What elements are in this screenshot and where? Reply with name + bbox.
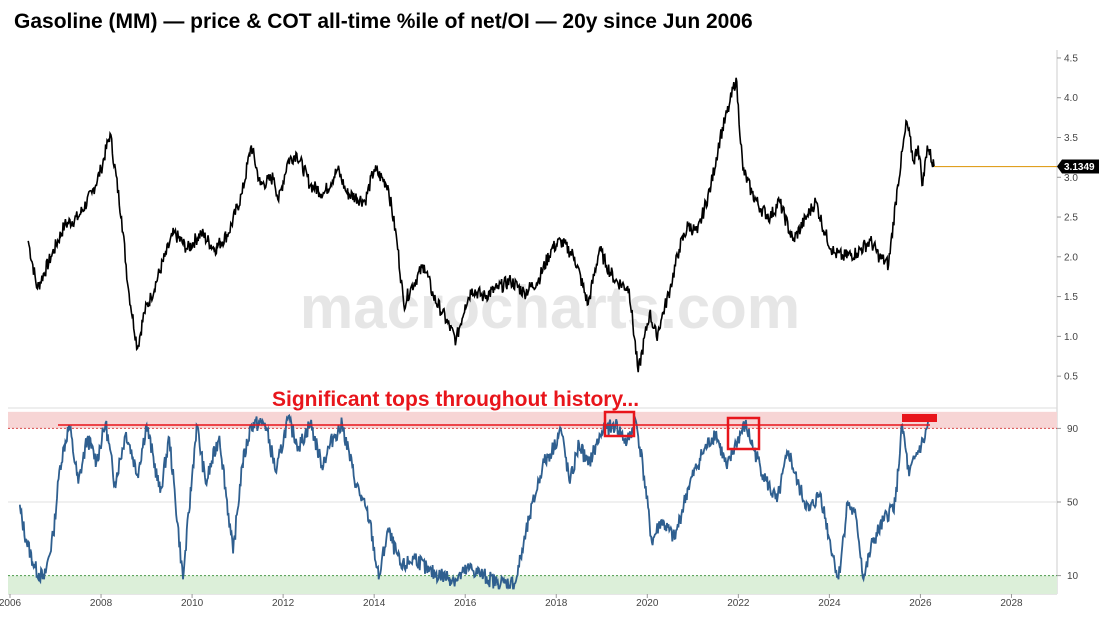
year-tick-label: 2008 (90, 598, 113, 609)
year-tick-label: 2006 (0, 598, 22, 609)
year-tick-label: 2028 (1000, 598, 1023, 609)
cot-tick-label: 90 (1067, 424, 1079, 435)
watermark-text: macrocharts.com (300, 274, 800, 341)
highlight-box-2019 (603, 410, 636, 438)
year-tick-label: 2018 (545, 598, 568, 609)
price-tick-label: 2.0 (1064, 252, 1078, 263)
year-tick-label: 2026 (909, 598, 932, 609)
cot-axis-ticks: 10 50 90 (1057, 424, 1079, 582)
cot-tick-label: 50 (1067, 498, 1079, 509)
price-tick-label: 0.5 (1064, 372, 1078, 383)
last-value-tag (1057, 159, 1099, 174)
price-axis-ticks: 0.5 1.0 1.5 2.0 2.5 3.0 3.5 4.0 4.5 (1057, 53, 1078, 383)
price-tick-label: 2.5 (1064, 213, 1078, 224)
price-tick-label: 3.5 (1064, 133, 1078, 144)
price-tick-label: 3.0 (1064, 173, 1078, 184)
year-tick-label: 2010 (181, 598, 204, 609)
year-tick-label: 2022 (727, 598, 750, 609)
highlight-box-2022 (726, 416, 761, 451)
price-series-line (27, 77, 935, 373)
year-tick-label: 2020 (636, 598, 659, 609)
year-axis-ticks: 2006 2008 2010 2012 2014 2016 2018 2020 2022 2024… (0, 594, 1023, 609)
year-tick-label: 2024 (818, 598, 841, 609)
price-tick-label: 4.0 (1064, 93, 1078, 104)
page-title: Gasoline (MM) — price & COT all-time %il… (14, 10, 753, 33)
price-tick-label: 1.5 (1064, 292, 1078, 303)
annotation-text: Significant tops throughout history... (272, 388, 639, 411)
cot-series-line (18, 413, 931, 590)
overbought-band (8, 411, 1057, 429)
year-tick-label: 2014 (363, 598, 386, 609)
oversold-band (8, 575, 1057, 594)
cot-tick-label: 10 (1067, 571, 1079, 582)
price-tick-label: 4.5 (1064, 53, 1078, 64)
year-tick-label: 2016 (454, 598, 477, 609)
year-tick-label: 2012 (272, 598, 295, 609)
current-marker-bar (902, 414, 937, 422)
price-tick-label: 1.0 (1064, 332, 1078, 343)
last-value-label: 3.1349 (1064, 162, 1095, 173)
